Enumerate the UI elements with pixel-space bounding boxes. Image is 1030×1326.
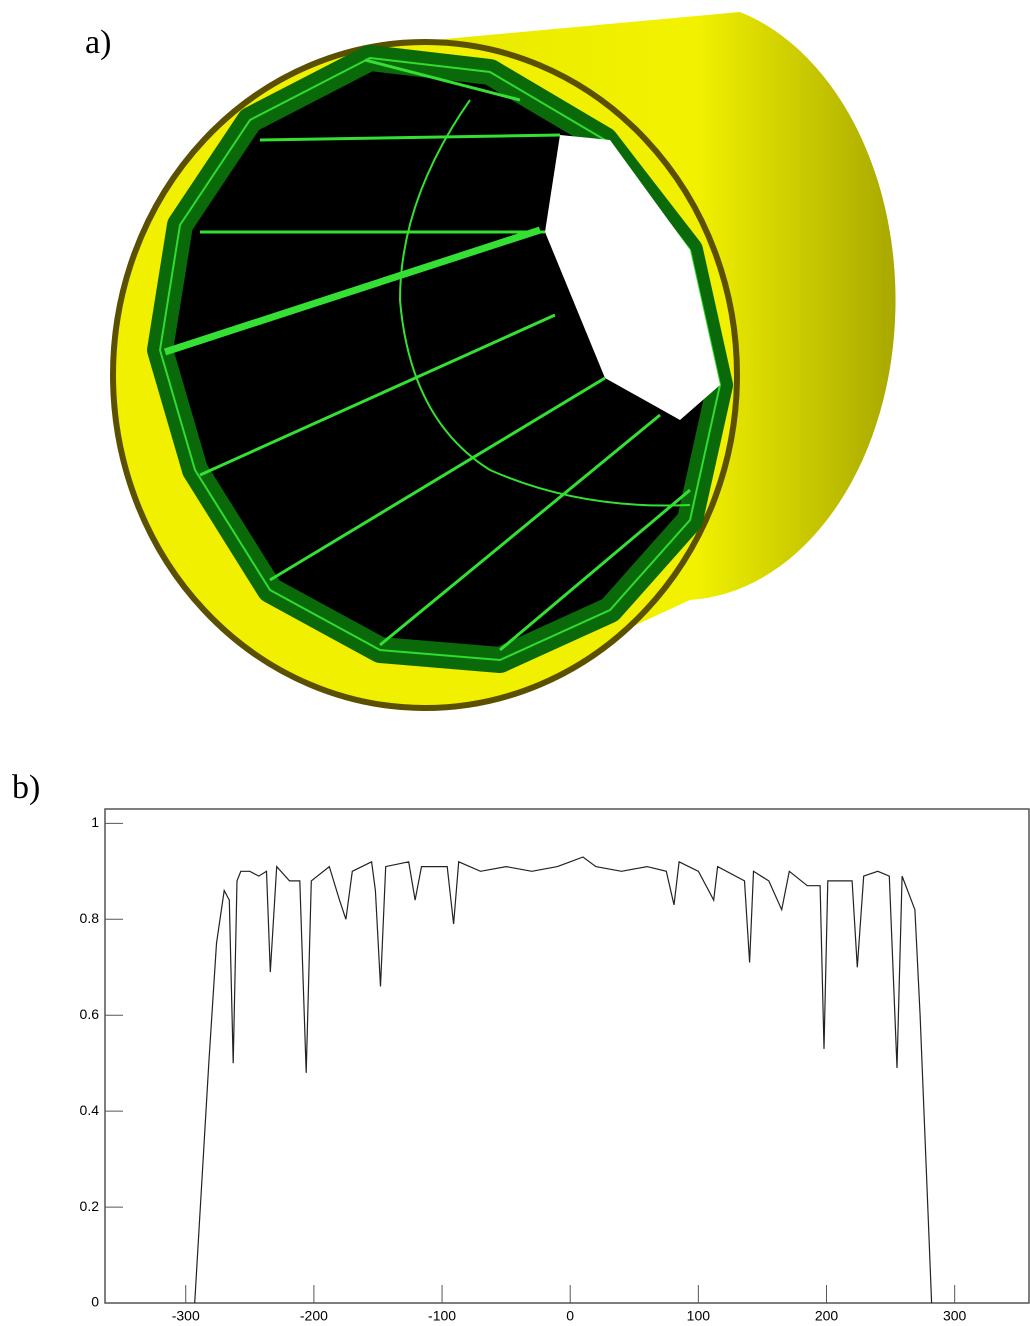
x-tick-label: 0 <box>566 1308 574 1324</box>
x-tick-label: -200 <box>300 1308 328 1324</box>
x-tick-label: -100 <box>428 1308 456 1324</box>
panel-label: b) <box>12 769 40 806</box>
panel-label: a) <box>85 24 111 61</box>
x-tick-label: 300 <box>943 1308 967 1324</box>
plot-frame <box>104 808 1030 1304</box>
y-tick-label: 0 <box>91 1294 99 1310</box>
detector-render <box>110 12 896 711</box>
y-tick-label: 0.8 <box>80 910 100 926</box>
y-tick-label: 1 <box>91 814 99 830</box>
y-tick-label: 0.2 <box>80 1198 100 1214</box>
x-tick-label: -300 <box>172 1308 200 1324</box>
y-tick-label: 0.6 <box>80 1006 100 1022</box>
x-tick-label: 100 <box>687 1308 711 1324</box>
x-tick-label: 200 <box>815 1308 839 1324</box>
data-line <box>194 856 933 1304</box>
y-tick-label: 0.4 <box>80 1102 100 1118</box>
